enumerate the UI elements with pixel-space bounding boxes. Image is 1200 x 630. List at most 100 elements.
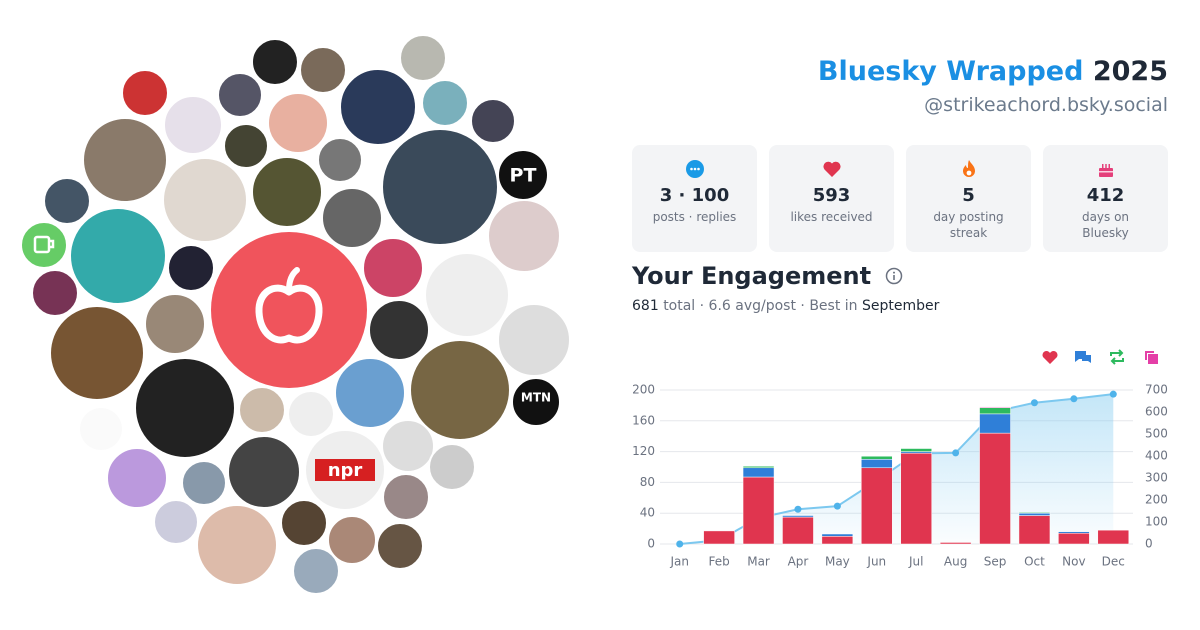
stat-card: 593 likes received	[769, 145, 894, 252]
stat-value: 5	[962, 185, 975, 206]
line-point	[1070, 395, 1078, 403]
bar-segment	[703, 530, 735, 545]
info-icon[interactable]	[885, 267, 903, 285]
avatar	[280, 499, 328, 547]
line-point	[676, 540, 684, 548]
stat-card: 412 days on Bluesky	[1043, 145, 1168, 252]
avatar	[409, 339, 511, 441]
x-tick-label: Mar	[747, 555, 770, 569]
engagement-summary: 681 total · 6.6 avg/post · Best in Septe…	[632, 298, 939, 314]
bar-segment	[1018, 515, 1051, 545]
avatar	[144, 293, 206, 355]
bar-segment	[1018, 512, 1051, 516]
avatar	[82, 117, 168, 203]
avatar	[49, 305, 145, 401]
avatar	[251, 156, 323, 228]
npr-box	[315, 459, 375, 481]
stat-value: 412	[1086, 185, 1125, 206]
avatar	[292, 547, 340, 595]
y2-tick-label: 300	[1145, 471, 1168, 485]
x-tick-label: Aug	[944, 555, 967, 569]
summary-text: total · 6.6 avg/post · Best in	[663, 298, 858, 314]
bar-segment	[742, 476, 775, 545]
cup-icon	[33, 235, 51, 254]
engagement-title: Your Engagement	[632, 262, 872, 290]
y-tick-label: 40	[640, 506, 655, 520]
y-tick-label: 0	[647, 537, 655, 551]
avatar	[153, 499, 199, 545]
legend-icon	[1075, 351, 1091, 363]
y2-tick-label: 0	[1145, 537, 1153, 551]
apple-stem	[286, 267, 300, 293]
x-tick-label: Apr	[788, 555, 809, 569]
avatar	[106, 447, 168, 509]
avatar	[511, 377, 561, 427]
avatar	[287, 390, 335, 438]
avatar	[121, 69, 169, 117]
y2-tick-label: 700	[1145, 383, 1168, 397]
avatar	[267, 92, 329, 154]
engagement-chart: 0 40 80 120 160 200 0 100 200 300 400 500 600 700 Jan F…	[632, 349, 1168, 569]
icon-cake	[1099, 164, 1113, 177]
avatar-text: npr	[328, 460, 363, 481]
avatar	[299, 46, 347, 94]
avatar	[251, 38, 299, 86]
total: 681	[632, 298, 659, 314]
bar-segment	[742, 465, 775, 469]
avatar	[470, 98, 516, 144]
bar-segment	[900, 452, 932, 545]
stat-label: likes received	[790, 210, 873, 224]
title: Bluesky Wrapped	[817, 56, 1084, 87]
legend-icon	[1145, 351, 1158, 364]
bar-segment	[742, 467, 775, 478]
handle: @strikeachord.bsky.social	[924, 94, 1168, 116]
line-point	[794, 505, 802, 513]
x-tick-label: Oct	[1024, 555, 1045, 569]
line-point	[1030, 399, 1038, 407]
x-tick-label: Dec	[1102, 555, 1125, 569]
bar-segment	[821, 533, 854, 537]
bar-segment	[1058, 531, 1090, 534]
avatar	[487, 199, 561, 273]
avatar	[497, 303, 571, 377]
bar-segment	[1097, 529, 1130, 545]
x-tick-label: Feb	[709, 555, 730, 569]
bar-segment	[1018, 512, 1051, 514]
avatar	[362, 237, 424, 299]
best-month: September	[862, 298, 940, 314]
y-tick-label: 120	[632, 444, 655, 458]
avatar	[43, 177, 91, 225]
avatar	[69, 207, 167, 305]
center-avatar	[211, 232, 367, 388]
avatar	[381, 128, 499, 246]
y2-tick-label: 100	[1145, 515, 1168, 529]
year: 2025	[1092, 56, 1168, 87]
avatar	[327, 515, 377, 565]
avatar	[381, 419, 435, 473]
avatar	[20, 221, 68, 269]
stat-card: 3 · 100 posts · replies	[632, 145, 757, 252]
x-tick-label: Jan	[669, 555, 689, 569]
y2-tick-label: 500	[1145, 427, 1168, 441]
avatar	[162, 157, 248, 243]
bar-segment	[1058, 532, 1090, 545]
bar-segment	[979, 406, 1011, 408]
avatar	[223, 123, 269, 169]
stat-value: 3 · 100	[659, 185, 730, 206]
avatar	[167, 244, 215, 292]
bar-segment	[861, 455, 893, 460]
line-point	[952, 449, 960, 457]
bar-segment	[939, 542, 972, 545]
y2-tick-label: 400	[1145, 449, 1168, 463]
stat-label: days on Bluesky	[1081, 210, 1130, 240]
icon-heart	[823, 161, 841, 177]
avatar	[368, 299, 430, 361]
wrapped-title: Bluesky Wrapped 2025	[818, 56, 1168, 87]
avatar	[339, 68, 417, 146]
x-tick-label: May	[825, 555, 850, 569]
legend-icon	[1110, 349, 1124, 365]
bar-segment	[861, 467, 893, 545]
bar-segment	[979, 413, 1011, 434]
cup-handle	[49, 239, 55, 249]
